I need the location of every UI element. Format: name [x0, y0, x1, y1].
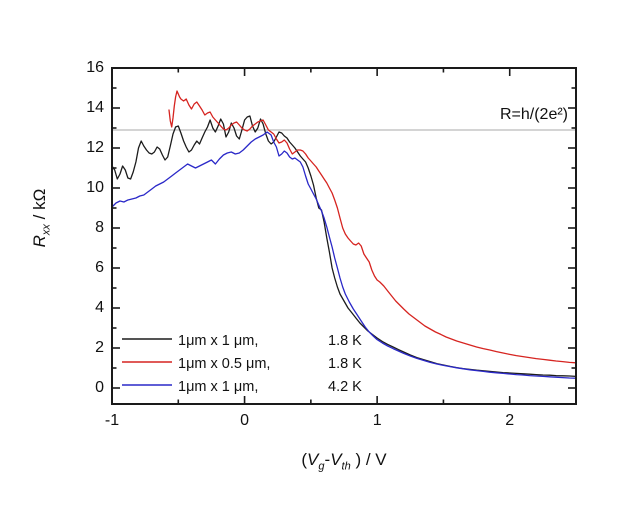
x-axis-title: (Vg-Vth ) / V	[244, 450, 444, 472]
legend-series-temp-label: 1.8 K	[328, 355, 362, 372]
plot-frame	[111, 67, 577, 405]
y-tick-label: 12	[86, 139, 104, 156]
y-tick-label: 4	[95, 299, 104, 316]
y-tick-label: 16	[86, 59, 104, 76]
x-tick-label: 0	[240, 412, 250, 429]
legend: 1μm x 1 μm, 1.8 K 1μm x 0.5 μm, 1.8 K 1μ…	[178, 329, 362, 398]
y-tick-label: 6	[95, 259, 104, 276]
legend-series-size-label: 1μm x 1 μm,	[178, 378, 259, 395]
x-axis-variable-vg: V	[307, 450, 319, 469]
curve-series-1	[168, 90, 577, 364]
x-axis-paren: (	[301, 450, 308, 469]
y-tick-label: 8	[95, 219, 104, 236]
x-tick-label: 1	[372, 412, 382, 429]
legend-series-temp-label: 4.2 K	[328, 378, 362, 395]
legend-item: 1μm x 1 μm, 4.2 K	[178, 375, 362, 398]
legend-series-temp-label: 1.8 K	[328, 332, 362, 349]
x-tick-label: -1	[104, 412, 120, 429]
y-tick-label: 10	[86, 179, 104, 196]
curve-series-2	[111, 131, 577, 379]
legend-series-size-label: 1μm x 1 μm,	[178, 332, 259, 349]
legend-item: 1μm x 1 μm, 1.8 K	[178, 329, 362, 352]
legend-series-size-label: 1μm x 0.5 μm,	[178, 355, 271, 372]
x-axis-subscript-g: g	[318, 460, 325, 473]
x-axis-minus: -	[324, 450, 331, 469]
y-tick-label: 0	[95, 379, 104, 396]
y-tick-label: 14	[86, 99, 104, 116]
y-axis-variable: R	[30, 235, 49, 248]
x-tick-label: 2	[505, 412, 515, 429]
y-axis-units: / kΩ	[30, 188, 49, 225]
reference-line-annotation: R=h/(2e²)	[499, 106, 568, 123]
x-axis-variable-vth: V	[330, 450, 342, 469]
y-tick-label: 2	[95, 339, 104, 356]
x-axis-subscript-th: th	[341, 460, 351, 473]
legend-item: 1μm x 0.5 μm, 1.8 K	[178, 352, 362, 375]
y-axis-variable-subscript: xx	[40, 224, 53, 236]
x-axis-units: ) / V	[350, 450, 387, 469]
y-axis-title: Rxx / kΩ	[30, 118, 54, 318]
